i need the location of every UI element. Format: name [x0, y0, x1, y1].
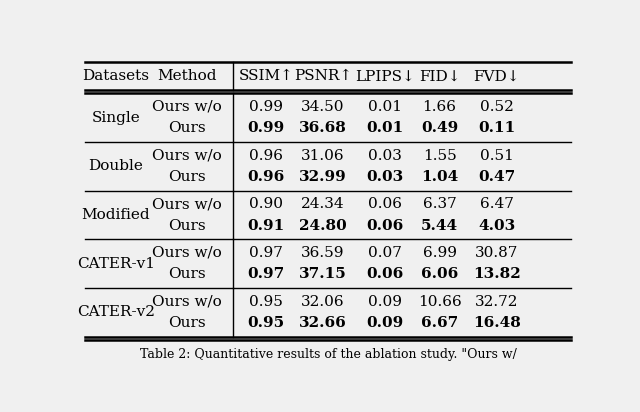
- Text: PSNR↑: PSNR↑: [294, 69, 352, 83]
- Text: Ours: Ours: [168, 170, 205, 184]
- Text: 0.07: 0.07: [368, 246, 402, 260]
- Text: 1.04: 1.04: [421, 170, 458, 184]
- Text: 6.67: 6.67: [421, 316, 458, 330]
- Text: 0.97: 0.97: [248, 267, 285, 281]
- Text: 31.06: 31.06: [301, 148, 345, 162]
- Text: 0.52: 0.52: [480, 100, 513, 114]
- Text: 1.55: 1.55: [423, 148, 456, 162]
- Text: 37.15: 37.15: [299, 267, 347, 281]
- Text: 6.47: 6.47: [480, 197, 513, 211]
- Text: 0.99: 0.99: [249, 100, 283, 114]
- Text: 0.47: 0.47: [478, 170, 515, 184]
- Text: 6.37: 6.37: [423, 197, 456, 211]
- Text: 0.49: 0.49: [421, 121, 458, 135]
- Text: 5.44: 5.44: [421, 219, 458, 233]
- Text: Ours w/o: Ours w/o: [152, 246, 221, 260]
- Text: 0.99: 0.99: [248, 121, 285, 135]
- Text: 0.06: 0.06: [368, 197, 402, 211]
- Text: 24.80: 24.80: [299, 219, 347, 233]
- Text: SSIM↑: SSIM↑: [239, 69, 293, 83]
- Text: CATER-v2: CATER-v2: [77, 305, 155, 319]
- Text: 16.48: 16.48: [473, 316, 520, 330]
- Text: Ours: Ours: [168, 316, 205, 330]
- Text: Ours: Ours: [168, 121, 205, 135]
- Text: FVD↓: FVD↓: [474, 69, 520, 83]
- Text: Ours: Ours: [168, 219, 205, 233]
- Text: Ours w/o: Ours w/o: [152, 148, 221, 162]
- Text: 0.96: 0.96: [249, 148, 283, 162]
- Text: 0.09: 0.09: [367, 316, 404, 330]
- Text: 13.82: 13.82: [473, 267, 520, 281]
- Text: Modified: Modified: [81, 208, 150, 222]
- Text: 0.91: 0.91: [248, 219, 285, 233]
- Text: 0.03: 0.03: [368, 148, 402, 162]
- Text: Double: Double: [88, 159, 143, 173]
- Text: 0.96: 0.96: [248, 170, 285, 184]
- Text: LPIPS↓: LPIPS↓: [355, 69, 415, 83]
- Text: Method: Method: [157, 69, 216, 83]
- Text: 32.72: 32.72: [475, 295, 518, 309]
- Text: 0.95: 0.95: [249, 295, 283, 309]
- Text: 32.99: 32.99: [299, 170, 347, 184]
- Text: 24.34: 24.34: [301, 197, 345, 211]
- Text: 1.66: 1.66: [422, 100, 456, 114]
- Text: 0.03: 0.03: [367, 170, 404, 184]
- Text: 0.06: 0.06: [367, 267, 404, 281]
- Text: 0.90: 0.90: [249, 197, 283, 211]
- Text: FID↓: FID↓: [419, 69, 460, 83]
- Text: 32.06: 32.06: [301, 295, 345, 309]
- Text: CATER-v1: CATER-v1: [77, 257, 155, 271]
- Text: 10.66: 10.66: [418, 295, 461, 309]
- Text: 30.87: 30.87: [475, 246, 518, 260]
- Text: 4.03: 4.03: [478, 219, 515, 233]
- Text: 0.09: 0.09: [368, 295, 402, 309]
- Text: Datasets: Datasets: [82, 69, 149, 83]
- Text: 0.95: 0.95: [248, 316, 285, 330]
- Text: 34.50: 34.50: [301, 100, 345, 114]
- Text: Ours w/o: Ours w/o: [152, 295, 221, 309]
- Text: 32.66: 32.66: [299, 316, 347, 330]
- Text: 0.01: 0.01: [367, 121, 404, 135]
- Text: 0.06: 0.06: [367, 219, 404, 233]
- Text: Ours: Ours: [168, 267, 205, 281]
- Text: 36.59: 36.59: [301, 246, 345, 260]
- Text: 36.68: 36.68: [299, 121, 347, 135]
- Text: 0.01: 0.01: [368, 100, 402, 114]
- Text: Table 2: Quantitative results of the ablation study. "Ours w/: Table 2: Quantitative results of the abl…: [140, 348, 516, 361]
- Text: Ours w/o: Ours w/o: [152, 197, 221, 211]
- Text: 0.51: 0.51: [480, 148, 513, 162]
- Text: 6.99: 6.99: [422, 246, 456, 260]
- Text: 0.97: 0.97: [249, 246, 283, 260]
- Text: 6.06: 6.06: [421, 267, 458, 281]
- Text: 0.11: 0.11: [478, 121, 515, 135]
- Text: Ours w/o: Ours w/o: [152, 100, 221, 114]
- Text: Single: Single: [92, 110, 140, 124]
